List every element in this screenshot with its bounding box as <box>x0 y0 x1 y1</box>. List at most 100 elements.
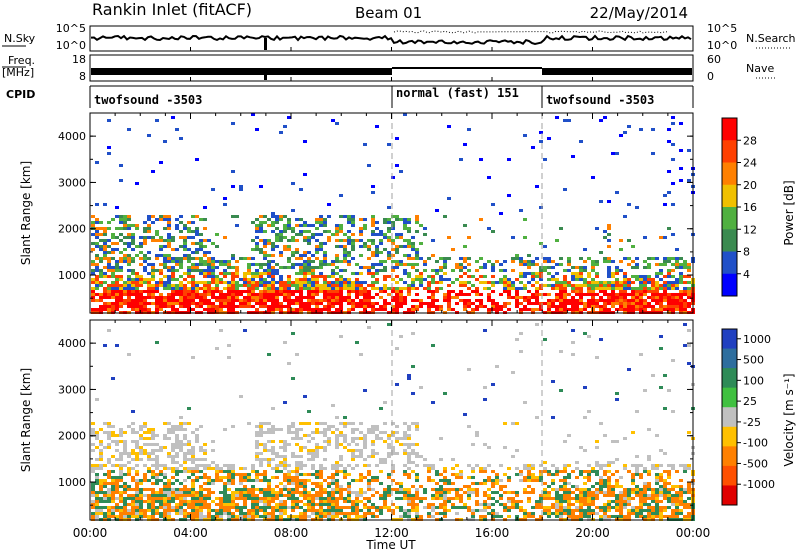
power-cell <box>107 221 111 224</box>
power-cell <box>583 266 587 269</box>
power-cell <box>235 272 239 275</box>
power-cell <box>383 275 387 278</box>
velocity-cell <box>179 416 183 419</box>
velocity-cell <box>499 479 503 482</box>
power-cell <box>551 302 555 305</box>
velocity-cell <box>551 416 555 419</box>
velocity-cell <box>131 467 135 470</box>
velocity-cell <box>555 506 559 509</box>
velocity-cell <box>355 479 359 482</box>
velocity-cell <box>231 473 235 476</box>
velocity-cell <box>571 341 575 344</box>
velocity-cell <box>303 503 307 506</box>
velocity-cell <box>279 461 283 464</box>
power-cell <box>491 263 495 266</box>
velocity-cell <box>387 455 391 458</box>
velocity-cell <box>471 443 475 446</box>
power-cell <box>291 281 295 284</box>
velocity-cell <box>359 437 363 440</box>
power-cell <box>119 218 123 221</box>
velocity-cell <box>107 458 111 461</box>
power-cell <box>251 263 255 266</box>
power-cell <box>535 290 539 293</box>
velocity-cell <box>163 434 167 437</box>
power-cell <box>183 290 187 293</box>
power-cell <box>371 302 375 305</box>
power-cell <box>263 296 267 299</box>
velocity-cell <box>115 443 119 446</box>
velocity-cell <box>675 494 679 497</box>
power-cell <box>143 308 147 311</box>
velocity-cell <box>163 485 167 488</box>
power-cell <box>171 293 175 296</box>
power-cell <box>459 284 463 287</box>
power-cell <box>99 305 103 308</box>
velocity-cell <box>95 509 99 512</box>
power-cell <box>415 308 419 311</box>
power-cell <box>455 296 459 299</box>
power-cell <box>687 281 691 284</box>
velocity-cell <box>179 509 183 512</box>
power-cell <box>303 140 307 143</box>
velocity-cell <box>267 506 271 509</box>
power-cell <box>435 287 439 290</box>
power-cell <box>259 290 263 293</box>
power-cell <box>607 239 611 242</box>
power-cell <box>347 263 351 266</box>
power-cell <box>419 281 423 284</box>
power-cell <box>631 305 635 308</box>
velocity-cell <box>327 482 331 485</box>
power-cell <box>259 215 263 218</box>
nave-tick-top: 60 <box>707 53 721 66</box>
power-cell <box>175 248 179 251</box>
power-cell <box>679 281 683 284</box>
power-cell <box>267 239 271 242</box>
power-cell <box>467 263 471 266</box>
velocity-cell <box>679 488 683 491</box>
power-cell <box>679 305 683 308</box>
power-cell <box>671 299 675 302</box>
velocity-cell <box>127 488 131 491</box>
velocity-cell <box>543 509 547 512</box>
power-cell <box>231 185 235 188</box>
power-cell <box>135 287 139 290</box>
power-cell <box>279 236 283 239</box>
power-cell <box>251 248 255 251</box>
velocity-cell <box>111 434 115 437</box>
power-cell <box>207 251 211 254</box>
velocity-cell <box>107 476 111 479</box>
velocity-cell <box>447 497 451 500</box>
power-cell <box>347 215 351 218</box>
power-cell <box>559 281 563 284</box>
power-cell <box>679 308 683 311</box>
velocity-cell <box>231 506 235 509</box>
velocity-cell <box>127 494 131 497</box>
power-cell <box>539 206 543 209</box>
power-cell <box>127 257 131 260</box>
power-cell <box>287 218 291 221</box>
velocity-cell <box>283 503 287 506</box>
velocity-cell <box>427 476 431 479</box>
velocity-cell <box>563 479 567 482</box>
velocity-cell <box>475 431 479 434</box>
power-cell <box>343 248 347 251</box>
velocity-cell <box>679 494 683 497</box>
cpid-segment-1: twofsound -3503 <box>94 93 202 107</box>
velocity-cell <box>643 491 647 494</box>
velocity-cell <box>275 464 279 467</box>
power-cell <box>395 281 399 284</box>
power-cell <box>323 263 327 266</box>
power-cell <box>183 284 187 287</box>
velocity-cell <box>263 431 267 434</box>
power-cell <box>243 302 247 305</box>
power-cell <box>247 272 251 275</box>
velocity-cell <box>191 473 195 476</box>
velocity-cell <box>119 455 123 458</box>
power-cell <box>467 269 471 272</box>
power-cell <box>523 299 527 302</box>
power-cell <box>511 287 515 290</box>
power-cell <box>171 308 175 311</box>
power-cell <box>567 257 571 260</box>
power-cell <box>335 287 339 290</box>
velocity-cell <box>191 452 195 455</box>
